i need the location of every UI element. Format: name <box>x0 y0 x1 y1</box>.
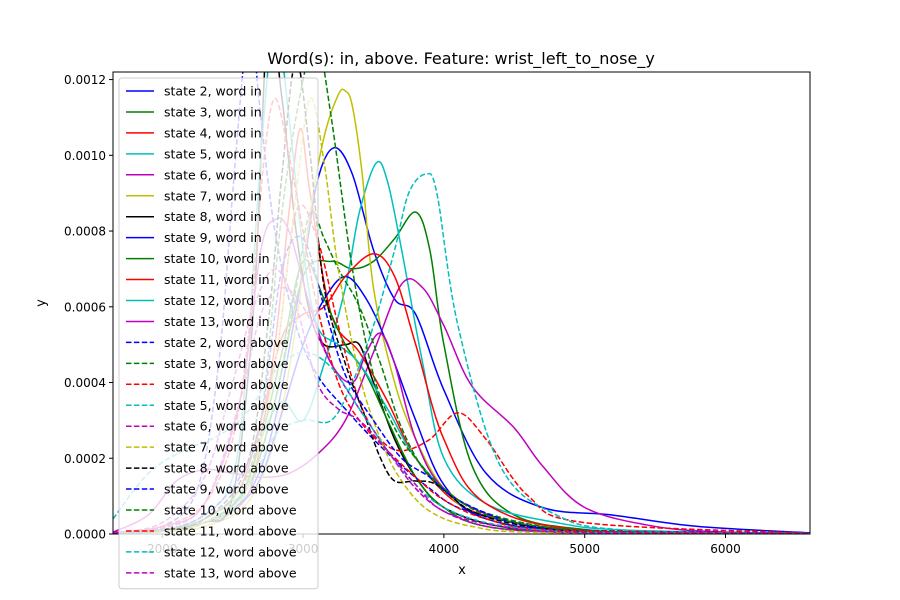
legend-entry: state 13, word in <box>164 314 270 329</box>
y-tick-label: 0.0006 <box>64 300 106 314</box>
legend-entry: state 10, word in <box>164 251 270 266</box>
series-line-18 <box>113 97 810 534</box>
legend-entry: state 3, word above <box>164 356 289 371</box>
x-tick-label: 6000 <box>710 542 741 556</box>
legend-entry: state 5, word in <box>164 146 262 161</box>
legend-entry: state 6, word in <box>164 167 262 182</box>
plot-frame <box>112 71 811 535</box>
legend-entry: state 7, word in <box>164 188 262 203</box>
y-tick-label: 0.0004 <box>64 376 106 390</box>
legend-entry: state 11, word above <box>164 523 297 538</box>
x-tick-label: 5000 <box>569 542 600 556</box>
legend-entry: state 7, word above <box>164 440 289 455</box>
x-axis-label: x <box>458 563 466 578</box>
legend-entry: state 11, word in <box>164 272 270 287</box>
x-tick-label: 4000 <box>429 542 460 556</box>
legend-entry: state 2, word above <box>164 335 289 350</box>
y-tick-label: 0.0010 <box>64 149 106 163</box>
legend-entry: state 5, word above <box>164 398 289 413</box>
y-axis: 0.0000 0.0002 0.0004 0.0006 0.0008 0.0010 0.00… <box>64 73 113 542</box>
legend-entry: state 6, word above <box>164 419 289 434</box>
legend-entry: state 9, word above <box>164 482 289 497</box>
y-tick-label: 0.0012 <box>64 73 106 87</box>
legend: state 2, word in state 3, word in state 4,… <box>118 77 319 590</box>
legend-entry: state 13, word above <box>164 565 297 580</box>
y-tick-label: 0.0008 <box>64 225 106 239</box>
legend-entry: state 4, word in <box>164 125 262 140</box>
y-tick-label: 0.0002 <box>64 452 106 466</box>
legend-entry: state 8, word in <box>164 209 262 224</box>
legend-entry: state 3, word in <box>164 104 262 119</box>
legend-entry: state 12, word above <box>164 544 297 559</box>
legend-box <box>118 77 319 590</box>
legend-entry: state 8, word above <box>164 461 289 476</box>
chart-title: Word(s): in, above. Feature: wrist_left_… <box>267 49 655 69</box>
legend-entry: state 2, word in <box>164 84 262 99</box>
y-tick-label: 0.0000 <box>64 528 106 542</box>
legend-entry: state 12, word in <box>164 293 270 308</box>
y-axis-label: y <box>34 299 49 307</box>
legend-entry: state 4, word above <box>164 377 289 392</box>
series-line-16 <box>113 172 810 534</box>
legend-entry: state 10, word above <box>164 503 297 518</box>
legend-entry: state 9, word in <box>164 230 262 245</box>
